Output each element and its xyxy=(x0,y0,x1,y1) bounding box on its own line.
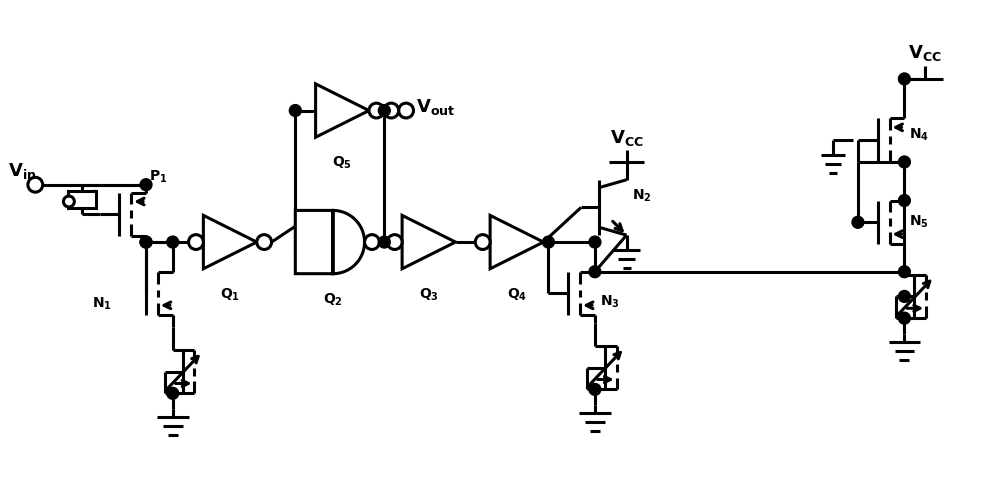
Circle shape xyxy=(289,105,301,117)
Text: $\mathbf{Q_2}$: $\mathbf{Q_2}$ xyxy=(323,291,343,308)
Circle shape xyxy=(898,266,910,278)
Circle shape xyxy=(28,177,43,192)
Polygon shape xyxy=(316,84,369,137)
Circle shape xyxy=(189,235,203,249)
Polygon shape xyxy=(203,215,257,269)
Text: $\mathbf{N_5}$: $\mathbf{N_5}$ xyxy=(909,214,929,231)
Text: $\mathbf{N_4}$: $\mathbf{N_4}$ xyxy=(909,127,929,143)
Text: $\mathbf{V_{CC}}$: $\mathbf{V_{CC}}$ xyxy=(908,43,942,63)
Circle shape xyxy=(140,179,152,191)
Text: $\mathbf{Q_3}$: $\mathbf{Q_3}$ xyxy=(419,287,439,303)
Circle shape xyxy=(589,266,601,278)
Text: $\mathbf{Q_4}$: $\mathbf{Q_4}$ xyxy=(507,287,527,303)
Polygon shape xyxy=(490,215,544,269)
Circle shape xyxy=(898,73,910,85)
Circle shape xyxy=(475,235,490,249)
Circle shape xyxy=(852,216,864,228)
Circle shape xyxy=(898,312,910,324)
Text: $\mathbf{P_1}$: $\mathbf{P_1}$ xyxy=(149,168,167,185)
Text: $\mathbf{Q_5}$: $\mathbf{Q_5}$ xyxy=(332,155,352,171)
Circle shape xyxy=(384,103,399,118)
Text: $\mathbf{N_3}$: $\mathbf{N_3}$ xyxy=(600,293,620,310)
Circle shape xyxy=(365,235,379,249)
Text: $\mathbf{V_{out}}$: $\mathbf{V_{out}}$ xyxy=(416,97,456,117)
Circle shape xyxy=(257,235,272,249)
Circle shape xyxy=(898,195,910,206)
Circle shape xyxy=(898,156,910,168)
Text: $\mathbf{Q_1}$: $\mathbf{Q_1}$ xyxy=(220,287,240,303)
Circle shape xyxy=(399,103,413,118)
Circle shape xyxy=(543,236,554,248)
FancyBboxPatch shape xyxy=(68,191,96,208)
Circle shape xyxy=(898,290,910,302)
Text: $\mathbf{N_1}$: $\mathbf{N_1}$ xyxy=(92,295,111,312)
Circle shape xyxy=(167,387,179,399)
Circle shape xyxy=(378,105,390,117)
Circle shape xyxy=(589,236,601,248)
Text: $\mathbf{V_{in}}$: $\mathbf{V_{in}}$ xyxy=(8,161,36,181)
Circle shape xyxy=(167,236,179,248)
Circle shape xyxy=(63,196,74,207)
Circle shape xyxy=(140,236,152,248)
Circle shape xyxy=(140,236,152,248)
Text: $\mathbf{V_{CC}}$: $\mathbf{V_{CC}}$ xyxy=(610,128,643,148)
Circle shape xyxy=(369,103,384,118)
Text: $\mathbf{N_2}$: $\mathbf{N_2}$ xyxy=(632,187,651,204)
Circle shape xyxy=(387,235,402,249)
Polygon shape xyxy=(402,215,456,269)
Circle shape xyxy=(589,383,601,395)
Circle shape xyxy=(378,236,390,248)
Polygon shape xyxy=(295,210,365,274)
